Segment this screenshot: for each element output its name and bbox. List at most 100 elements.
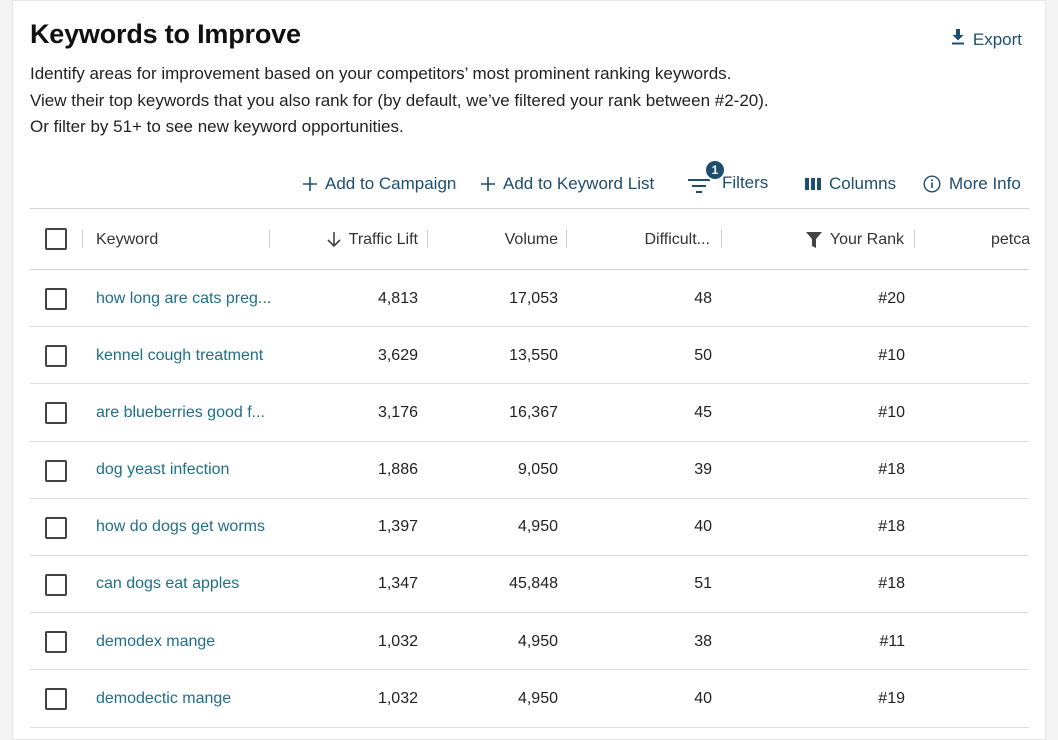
column-header-divider bbox=[721, 230, 722, 248]
column-header-your-rank[interactable]: Your Rank bbox=[790, 209, 904, 270]
rank-cell: #19 bbox=[878, 689, 905, 707]
columns-icon bbox=[805, 178, 821, 190]
volume-cell: 4,950 bbox=[517, 518, 558, 536]
row-checkbox[interactable] bbox=[45, 288, 67, 310]
difficulty-cell: 40 bbox=[694, 689, 712, 707]
column-divider bbox=[269, 230, 270, 248]
description-line: Identify areas for improvement based on … bbox=[30, 64, 732, 83]
row-checkbox[interactable] bbox=[45, 688, 67, 711]
filter-lines-icon: 1 bbox=[688, 159, 726, 209]
row-checkbox[interactable] bbox=[45, 631, 67, 654]
row-checkbox[interactable] bbox=[45, 402, 67, 425]
description: Identify areas for improvement based on … bbox=[30, 61, 769, 141]
filters-count-badge: 1 bbox=[704, 159, 726, 181]
table-row: demodectic mange 1,032 4,950 40 #19 bbox=[30, 670, 1029, 728]
volume-cell: 4,950 bbox=[517, 632, 558, 650]
table-row: how do dogs get worms 1,397 4,950 40 #18 bbox=[30, 499, 1029, 556]
volume-cell: 17,053 bbox=[509, 289, 558, 307]
rank-cell: #18 bbox=[878, 461, 905, 479]
difficulty-cell: 50 bbox=[694, 346, 712, 364]
table-row: dog yeast infection 1,886 9,050 39 #18 bbox=[30, 442, 1029, 499]
info-icon bbox=[923, 175, 941, 193]
difficulty-cell: 48 bbox=[694, 289, 712, 307]
traffic-lift-cell: 1,032 bbox=[377, 632, 418, 650]
row-checkbox[interactable] bbox=[45, 459, 67, 482]
add-to-keyword-list-label: Add to Keyword List bbox=[503, 174, 655, 193]
add-to-campaign-button[interactable]: Add to Campaign bbox=[303, 159, 456, 209]
card-header: Keywords to Improve Export bbox=[30, 19, 1028, 50]
rank-cell: #11 bbox=[879, 632, 905, 650]
difficulty-cell: 45 bbox=[694, 403, 712, 421]
page-title: Keywords to Improve bbox=[30, 19, 301, 49]
table-body: how long are cats preg... 4,813 17,053 4… bbox=[30, 270, 1029, 728]
column-header-volume[interactable]: Volume bbox=[504, 230, 558, 248]
volume-cell: 9,050 bbox=[517, 461, 558, 479]
difficulty-cell: 38 bbox=[694, 632, 712, 650]
column-divider bbox=[914, 230, 915, 248]
rank-cell: #10 bbox=[878, 403, 905, 421]
columns-label: Columns bbox=[829, 174, 897, 193]
column-header-keyword[interactable]: Keyword bbox=[96, 230, 159, 248]
keyword-link[interactable]: demodectic mange bbox=[96, 689, 232, 707]
table-row: how long are cats preg... 4,813 17,053 4… bbox=[30, 270, 1029, 328]
traffic-lift-cell: 1,347 bbox=[377, 575, 418, 593]
column-header-difficulty[interactable]: Difficult... bbox=[644, 230, 711, 248]
keyword-link[interactable]: dog yeast infection bbox=[96, 461, 230, 479]
table-row: kennel cough treatment 3,629 13,550 50 #… bbox=[30, 327, 1029, 385]
traffic-lift-cell: 1,886 bbox=[377, 461, 418, 479]
rank-cell: #18 bbox=[878, 575, 905, 593]
keyword-link[interactable]: how do dogs get worms bbox=[96, 518, 265, 536]
filter-funnel-icon bbox=[805, 231, 822, 248]
rank-cell: #18 bbox=[878, 518, 905, 536]
volume-cell: 45,848 bbox=[509, 575, 558, 593]
plus-icon bbox=[481, 177, 495, 191]
download-icon bbox=[951, 29, 965, 50]
traffic-lift-cell: 3,629 bbox=[377, 346, 418, 364]
column-header-label: Traffic Lift bbox=[348, 230, 418, 248]
filters-label: Filters bbox=[722, 173, 769, 192]
table-toolbar: Add to Campaign Add to Keyword List 1 Fi… bbox=[30, 159, 1029, 209]
export-button[interactable]: Export bbox=[951, 29, 1022, 50]
description-line: View their top keywords that you also ra… bbox=[30, 90, 769, 110]
rank-cell: #20 bbox=[878, 289, 905, 307]
traffic-lift-cell: 4,813 bbox=[377, 289, 418, 307]
sort-descending-icon bbox=[327, 231, 341, 248]
columns-button[interactable]: Columns bbox=[805, 159, 896, 209]
traffic-lift-cell: 1,397 bbox=[377, 518, 418, 536]
keyword-link[interactable]: are blueberries good f... bbox=[96, 403, 265, 421]
add-to-campaign-label: Add to Campaign bbox=[325, 174, 457, 193]
keyword-link[interactable]: can dogs eat apples bbox=[96, 575, 240, 593]
more-info-button[interactable]: More Info bbox=[923, 159, 1021, 209]
table-row: can dogs eat apples 1,347 45,848 51 #18 bbox=[30, 556, 1029, 614]
difficulty-cell: 40 bbox=[694, 518, 712, 536]
filters-button[interactable]: 1 Filters bbox=[688, 159, 768, 209]
add-to-keyword-list-button[interactable]: Add to Keyword List bbox=[481, 159, 654, 209]
select-all-checkbox[interactable] bbox=[45, 228, 67, 250]
more-info-label: More Info bbox=[949, 174, 1021, 193]
export-label: Export bbox=[972, 29, 1022, 49]
column-divider bbox=[566, 230, 567, 248]
description-line: Or filter by 51+ to see new keyword oppo… bbox=[30, 117, 404, 136]
column-header-traffic-lift[interactable]: Traffic Lift bbox=[280, 209, 418, 270]
column-header-petca[interactable]: petca bbox=[991, 230, 1031, 248]
difficulty-cell: 39 bbox=[694, 461, 712, 479]
keyword-link[interactable]: demodex mange bbox=[96, 632, 216, 650]
keyword-link[interactable]: how long are cats preg... bbox=[96, 289, 272, 307]
plus-icon bbox=[303, 177, 317, 191]
row-checkbox[interactable] bbox=[45, 345, 67, 368]
traffic-lift-cell: 1,032 bbox=[377, 689, 418, 707]
table-row: demodex mange 1,032 4,950 38 #11 bbox=[30, 613, 1029, 671]
volume-cell: 16,367 bbox=[509, 403, 558, 421]
rank-cell: #10 bbox=[878, 346, 905, 364]
column-divider bbox=[82, 230, 83, 248]
keyword-link[interactable]: kennel cough treatment bbox=[96, 346, 264, 364]
row-checkbox[interactable] bbox=[45, 573, 67, 596]
table-row: are blueberries good f... 3,176 16,367 4… bbox=[30, 384, 1029, 442]
column-header-label: Your Rank bbox=[829, 230, 904, 248]
row-checkbox[interactable] bbox=[45, 516, 67, 539]
keywords-table: Keyword Traffic Lift Volume Difficult...… bbox=[30, 209, 1031, 728]
volume-cell: 4,950 bbox=[517, 689, 558, 707]
column-divider bbox=[427, 230, 428, 248]
table-header-row: Keyword Traffic Lift Volume Difficult...… bbox=[30, 209, 1031, 270]
difficulty-cell: 51 bbox=[694, 575, 712, 593]
